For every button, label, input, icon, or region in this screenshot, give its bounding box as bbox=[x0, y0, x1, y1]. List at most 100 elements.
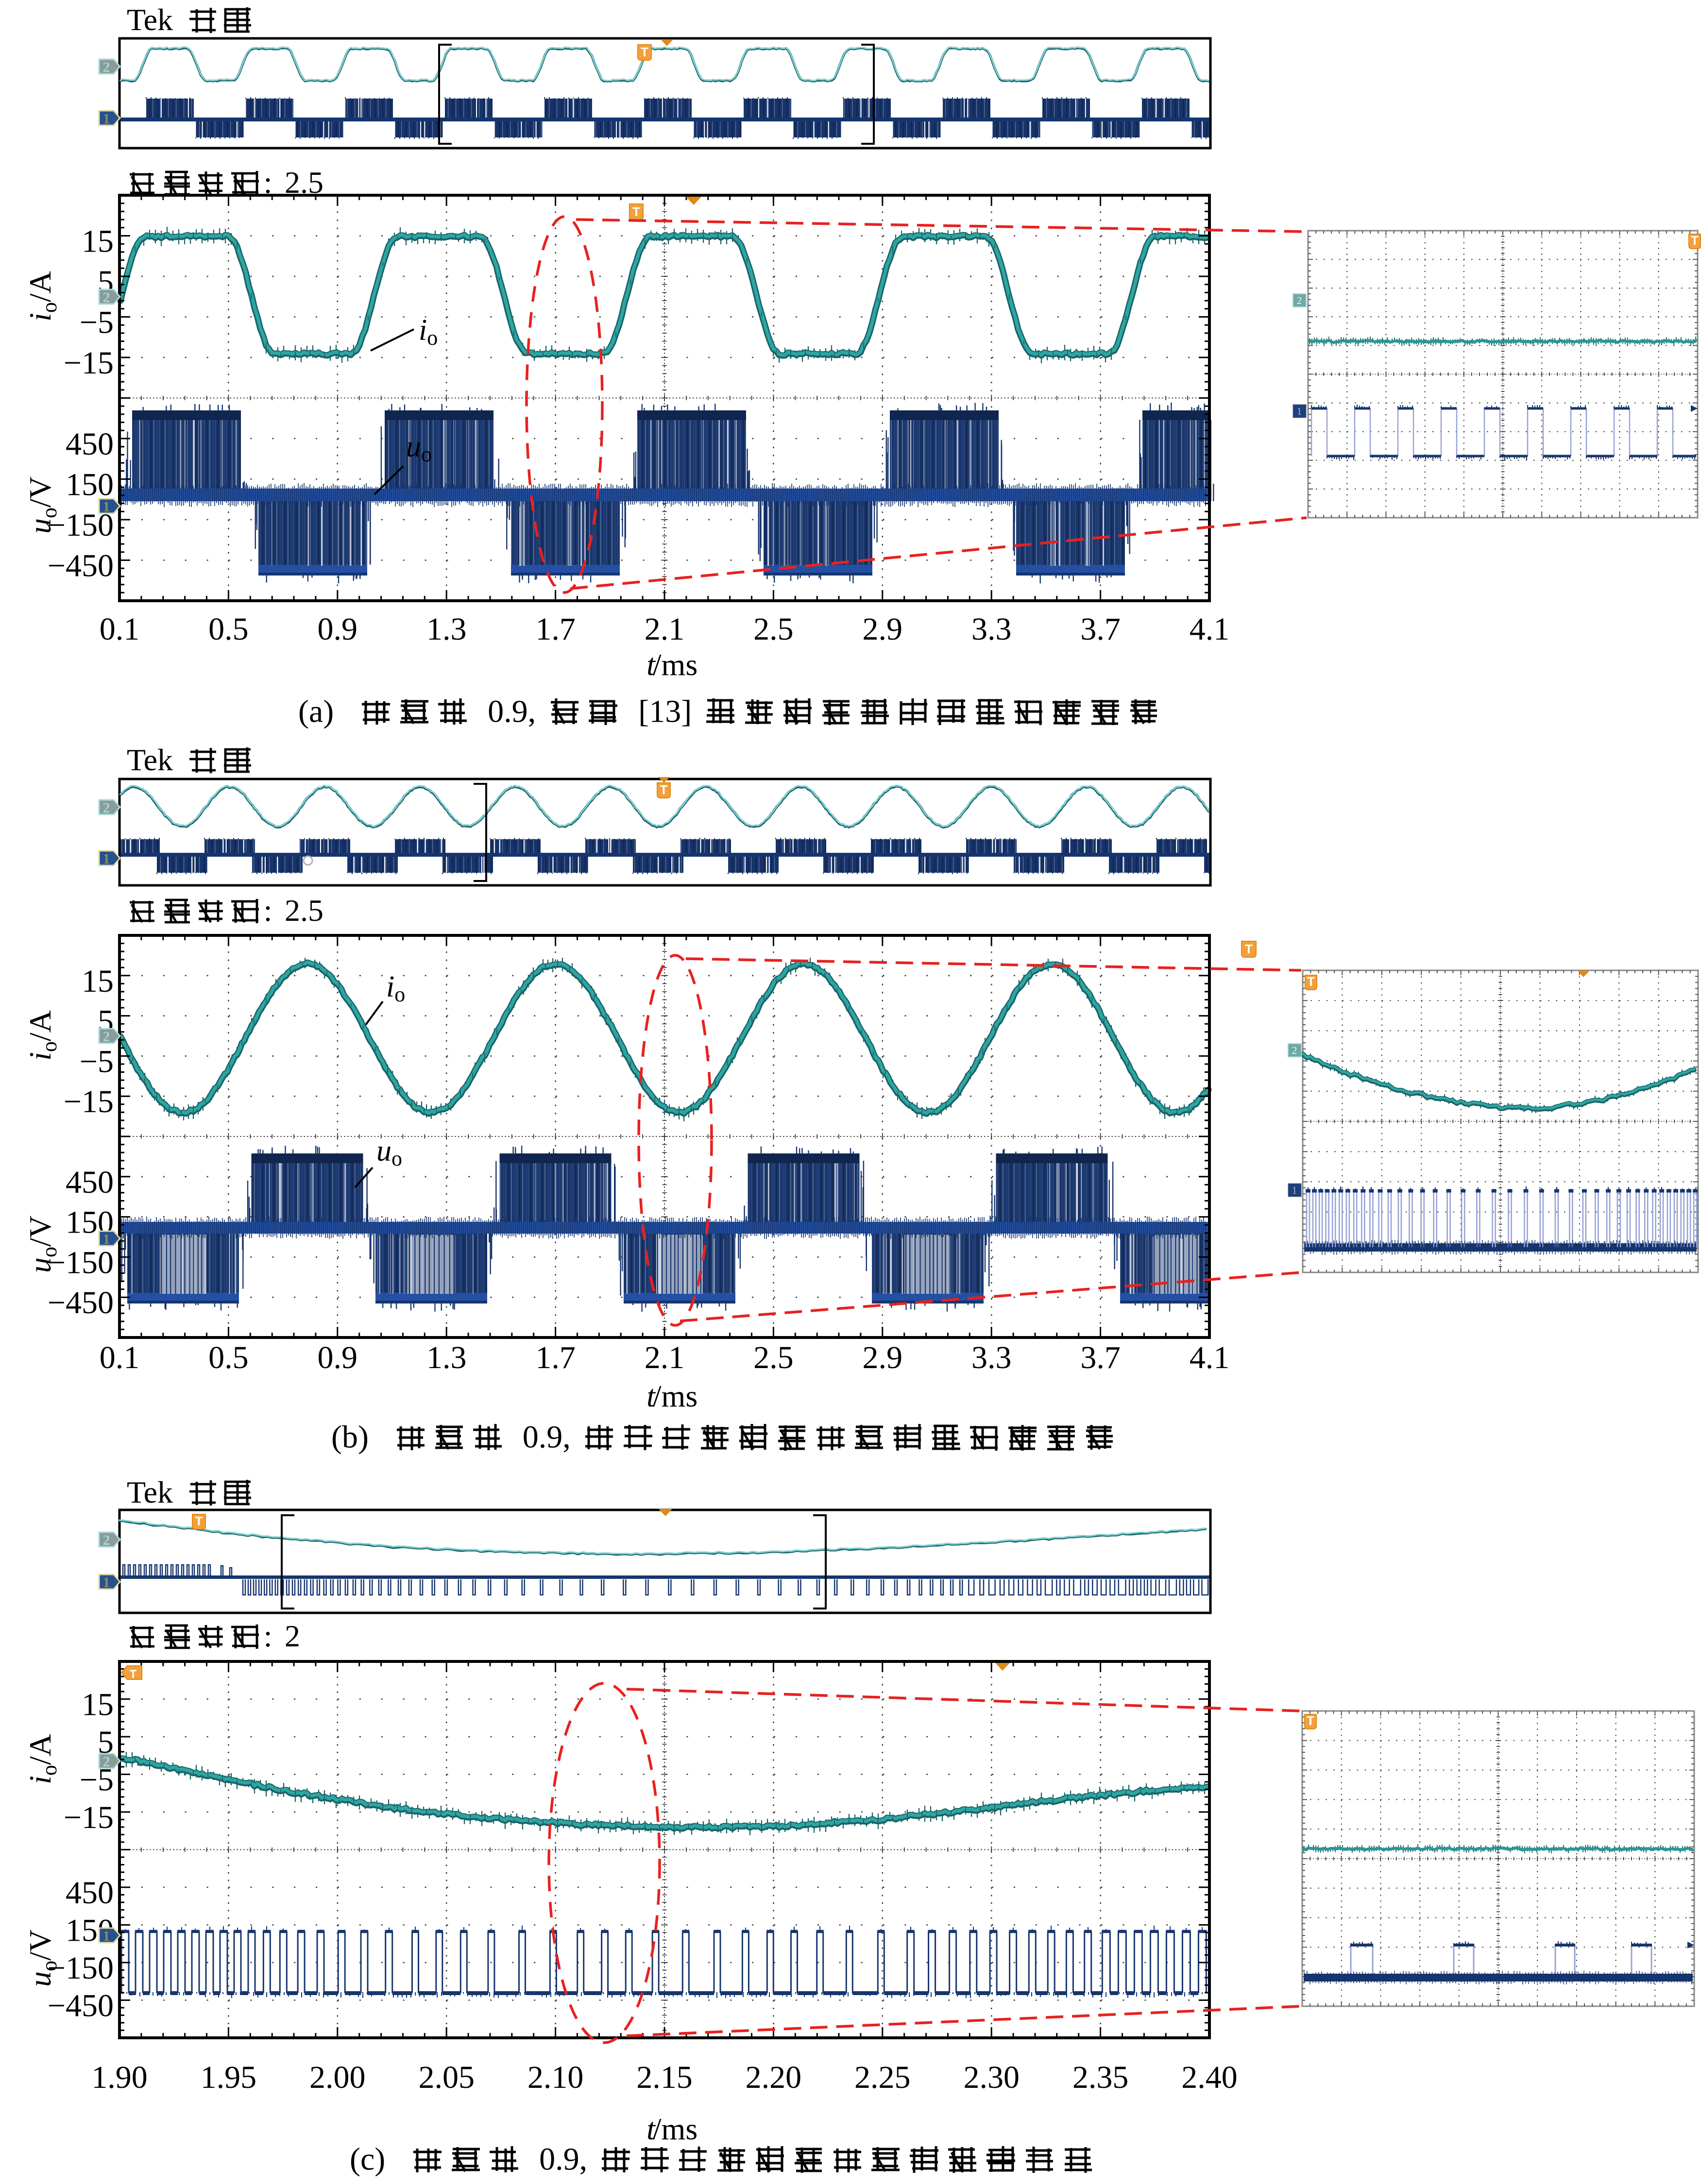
svg-text:450: 450 bbox=[66, 1165, 114, 1200]
svg-text:−5: −5 bbox=[80, 1044, 114, 1079]
svg-text:0.9: 0.9 bbox=[318, 611, 358, 647]
svg-text::: : bbox=[264, 893, 272, 928]
svg-text:2: 2 bbox=[103, 289, 110, 305]
svg-text:15: 15 bbox=[82, 1687, 114, 1723]
svg-text:uo: uo bbox=[376, 1134, 402, 1170]
svg-text:uo: uo bbox=[406, 430, 432, 466]
svg-text:2: 2 bbox=[103, 1754, 110, 1770]
svg-text:1.95: 1.95 bbox=[201, 2060, 257, 2095]
svg-text:3.7: 3.7 bbox=[1080, 611, 1121, 647]
svg-text:2.5: 2.5 bbox=[285, 165, 323, 200]
svg-text:(a): (a) bbox=[298, 694, 334, 729]
svg-text:2.40: 2.40 bbox=[1181, 2060, 1238, 2095]
svg-text:3.3: 3.3 bbox=[971, 611, 1012, 647]
svg-text:uo/V: uo/V bbox=[23, 476, 61, 534]
svg-text:2: 2 bbox=[285, 1619, 300, 1653]
svg-text:1: 1 bbox=[1297, 405, 1302, 417]
svg-text:T: T bbox=[130, 1668, 137, 1681]
svg-text:−15: −15 bbox=[64, 1800, 114, 1835]
svg-text:2.00: 2.00 bbox=[309, 2060, 366, 2095]
svg-text:t: t bbox=[646, 1379, 656, 1413]
svg-text:1.90: 1.90 bbox=[91, 2060, 148, 2095]
svg-text:1.3: 1.3 bbox=[426, 1340, 467, 1375]
svg-text:/ms: /ms bbox=[653, 647, 697, 682]
svg-text:t: t bbox=[646, 647, 656, 682]
svg-text:2: 2 bbox=[103, 1029, 110, 1045]
svg-text:T: T bbox=[1307, 974, 1315, 989]
svg-text:io/A: io/A bbox=[23, 1734, 61, 1784]
svg-text:2.1: 2.1 bbox=[645, 1340, 685, 1375]
svg-text:0.9,: 0.9, bbox=[539, 2141, 587, 2177]
svg-text:io/A: io/A bbox=[23, 1010, 61, 1061]
svg-text:3.7: 3.7 bbox=[1080, 1340, 1121, 1375]
svg-text:0.5: 0.5 bbox=[208, 1340, 249, 1375]
svg-text:T: T bbox=[632, 204, 640, 219]
svg-text:2.20: 2.20 bbox=[746, 2060, 802, 2095]
svg-text:t: t bbox=[646, 2112, 656, 2146]
svg-text:io/A: io/A bbox=[23, 271, 61, 322]
svg-text:−450: −450 bbox=[48, 548, 114, 584]
svg-text:2.35: 2.35 bbox=[1072, 2060, 1129, 2095]
svg-text:450: 450 bbox=[66, 1875, 114, 1911]
svg-text:450: 450 bbox=[66, 426, 114, 462]
svg-text:2: 2 bbox=[103, 1532, 110, 1548]
svg-text:2: 2 bbox=[1292, 1044, 1297, 1056]
svg-text::: : bbox=[264, 1619, 272, 1653]
svg-text:2.15: 2.15 bbox=[636, 2060, 693, 2095]
svg-text:0.9,: 0.9, bbox=[523, 1419, 571, 1455]
svg-text:2.5: 2.5 bbox=[753, 611, 794, 647]
svg-text:2.05: 2.05 bbox=[418, 2060, 475, 2095]
svg-text:−150: −150 bbox=[48, 1950, 114, 1986]
svg-text:T: T bbox=[660, 782, 668, 797]
svg-text:2.9: 2.9 bbox=[863, 611, 903, 647]
svg-text:2.5: 2.5 bbox=[285, 893, 323, 928]
svg-text:Tek: Tek bbox=[127, 743, 173, 777]
svg-text:0.1: 0.1 bbox=[100, 611, 140, 647]
svg-text::: : bbox=[264, 165, 272, 200]
svg-text:1: 1 bbox=[103, 1575, 110, 1591]
svg-text:1: 1 bbox=[1292, 1184, 1297, 1196]
svg-text:0.5: 0.5 bbox=[208, 611, 249, 647]
svg-text:/ms: /ms bbox=[653, 1379, 697, 1413]
svg-text:Tek: Tek bbox=[127, 1475, 173, 1509]
svg-text:2.1: 2.1 bbox=[645, 611, 685, 647]
svg-text:2: 2 bbox=[103, 800, 110, 816]
svg-text:2.5: 2.5 bbox=[753, 1340, 794, 1375]
svg-text:0.1: 0.1 bbox=[100, 1340, 140, 1375]
svg-text:2.30: 2.30 bbox=[963, 2060, 1020, 2095]
svg-text:1: 1 bbox=[103, 1231, 110, 1247]
svg-text:Tek: Tek bbox=[127, 2, 173, 37]
svg-text:15: 15 bbox=[82, 224, 114, 259]
svg-text:−150: −150 bbox=[48, 1245, 114, 1280]
svg-text:(c): (c) bbox=[350, 2141, 385, 2177]
svg-text:uo/V: uo/V bbox=[23, 1216, 61, 1273]
svg-text:−450: −450 bbox=[48, 1285, 114, 1321]
svg-text:−450: −450 bbox=[48, 1988, 114, 2024]
svg-text:T: T bbox=[1307, 1713, 1314, 1728]
svg-text:1: 1 bbox=[103, 111, 110, 127]
svg-text:2: 2 bbox=[1297, 294, 1302, 306]
svg-text:io: io bbox=[386, 970, 405, 1006]
svg-text:2.10: 2.10 bbox=[527, 2060, 584, 2095]
svg-text:1: 1 bbox=[103, 499, 110, 515]
svg-text:(b): (b) bbox=[331, 1419, 369, 1455]
svg-text:3.3: 3.3 bbox=[971, 1340, 1012, 1375]
svg-text:1.7: 1.7 bbox=[535, 1340, 576, 1375]
svg-text:io: io bbox=[419, 314, 438, 350]
svg-text:1: 1 bbox=[103, 1928, 110, 1944]
svg-text:4.1: 4.1 bbox=[1190, 611, 1230, 647]
svg-text:15: 15 bbox=[82, 964, 114, 999]
svg-text:0.9,: 0.9, bbox=[488, 694, 536, 729]
svg-text:2: 2 bbox=[103, 59, 110, 75]
svg-text:1: 1 bbox=[103, 851, 110, 867]
svg-text:4.1: 4.1 bbox=[1190, 1340, 1230, 1375]
svg-text:−15: −15 bbox=[64, 1084, 114, 1119]
svg-text:T: T bbox=[195, 1514, 203, 1528]
svg-text:uo/V: uo/V bbox=[23, 1930, 61, 1987]
svg-text:−15: −15 bbox=[64, 345, 114, 381]
svg-text:T: T bbox=[1691, 233, 1699, 248]
svg-text:1.3: 1.3 bbox=[426, 611, 467, 647]
svg-text:0.9: 0.9 bbox=[318, 1340, 358, 1375]
svg-text:T: T bbox=[1245, 942, 1253, 956]
svg-text:1.7: 1.7 bbox=[535, 611, 576, 647]
